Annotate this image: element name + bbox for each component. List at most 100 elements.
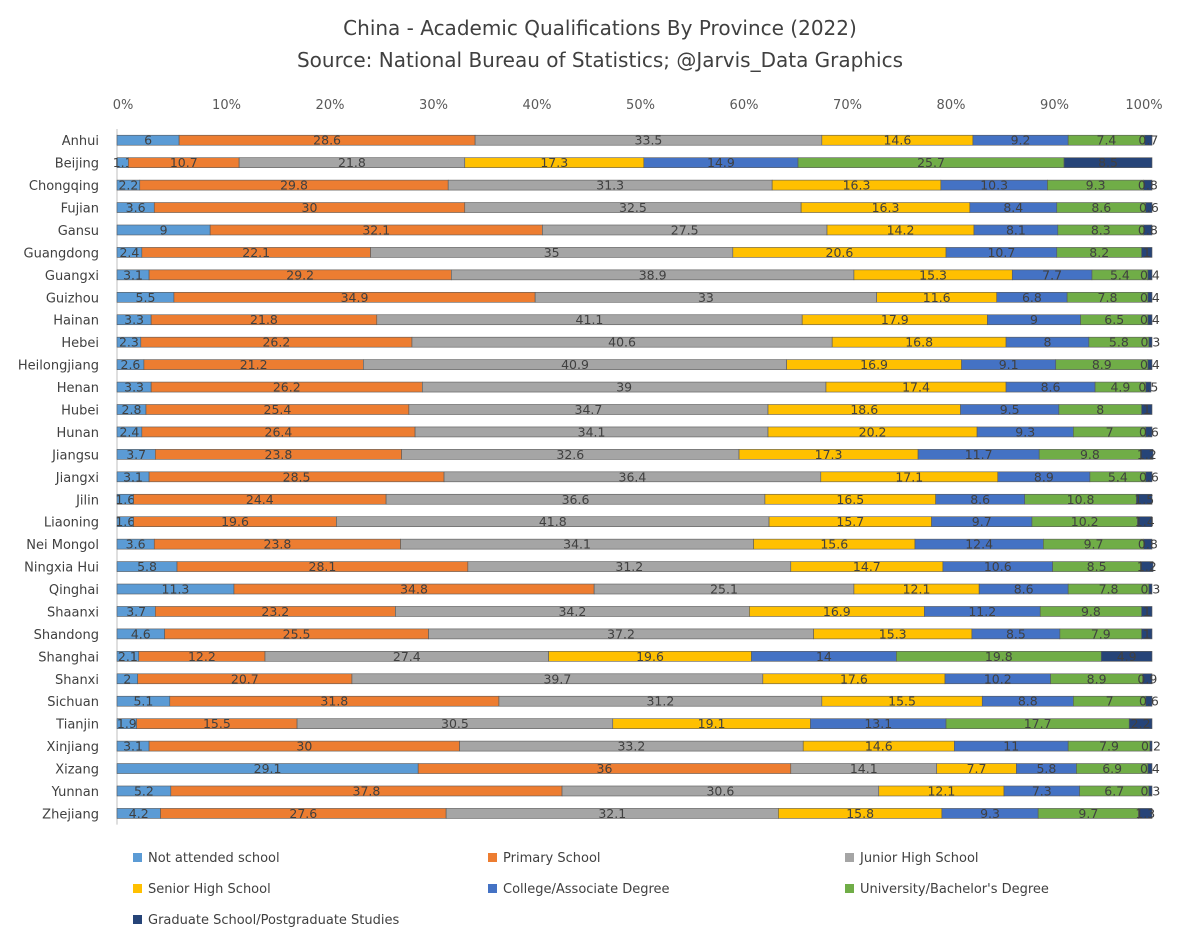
legend-label: Primary School [503, 851, 601, 866]
legend-swatch [133, 884, 142, 893]
data-label: 19.8 [985, 649, 1013, 664]
category-label: Ningxia Hui [24, 561, 99, 576]
data-label: 1.3 [1135, 806, 1155, 821]
data-label: 33.5 [635, 133, 663, 148]
data-label: 14 [816, 649, 832, 664]
category-label: Fujian [61, 202, 99, 217]
data-label: 5.8 [137, 559, 157, 574]
bar-segment [1100, 651, 1153, 662]
data-label: 2.3 [119, 335, 139, 350]
bar-segment [1147, 269, 1153, 281]
bar-segment [1141, 606, 1153, 617]
data-label: 37.2 [607, 626, 635, 641]
bar-segment [1145, 202, 1153, 213]
x-tick-label: 60% [730, 98, 759, 113]
legend-swatch [133, 915, 142, 924]
data-label: 41.8 [539, 514, 567, 529]
legend-swatch [488, 853, 497, 862]
data-label: 14.2 [887, 222, 915, 237]
bar-segment [1143, 224, 1153, 236]
data-label: 12.2 [188, 649, 216, 664]
category-label: Xizang [55, 763, 99, 778]
data-label: 8 [1096, 402, 1104, 417]
legend-label: Not attended school [148, 851, 280, 866]
data-label: 4.9 [1110, 380, 1130, 395]
data-label: 10.6 [984, 559, 1012, 574]
data-label: 0.3 [1141, 335, 1161, 350]
legend-swatch [845, 884, 854, 893]
data-label: 1 [1143, 245, 1151, 260]
data-label: 1.2 [1137, 447, 1157, 462]
data-label: 1.6 [115, 514, 135, 529]
data-label: 8.6 [1014, 582, 1034, 597]
bar-segment [1147, 763, 1153, 774]
data-label: 32.6 [556, 447, 584, 462]
data-label: 32.1 [362, 222, 390, 237]
category-label: Shandong [34, 628, 99, 643]
bar-segment [1136, 493, 1153, 505]
category-label: Hainan [53, 314, 99, 329]
data-label: 28.5 [283, 469, 311, 484]
data-label: 8.4 [1003, 200, 1023, 215]
data-label: 3.6 [126, 537, 146, 552]
data-label: 28.1 [309, 559, 337, 574]
bar-segment [1141, 247, 1153, 258]
category-label: Chongqing [29, 179, 99, 194]
data-label: 6 [144, 133, 152, 148]
data-label: 0.9 [1137, 671, 1157, 686]
data-label: 24.4 [246, 492, 274, 507]
data-label: 18.6 [850, 402, 878, 417]
data-label: 5.5 [136, 290, 156, 305]
data-label: 8.9 [1092, 357, 1112, 372]
data-label: 5.4 [1108, 469, 1128, 484]
data-label: 9 [1030, 312, 1038, 327]
bar-segment [1141, 628, 1153, 640]
data-label: 0.5 [1138, 380, 1158, 395]
data-label: 2.1 [118, 649, 138, 664]
category-label: Beijing [55, 157, 99, 172]
bar-segment [1145, 695, 1153, 707]
data-label: 8.1 [1006, 222, 1026, 237]
data-label: 11.6 [923, 290, 951, 305]
data-label: 7.7 [1042, 267, 1062, 282]
data-label: 16.9 [860, 357, 888, 372]
legend-label: Graduate School/Postgraduate Studies [148, 913, 400, 928]
legend-label: Junior High School [859, 851, 979, 866]
data-label: 35 [544, 245, 560, 260]
data-label: 39 [616, 380, 632, 395]
data-label: 39.7 [543, 671, 571, 686]
data-label: 1.5 [1134, 492, 1154, 507]
data-label: 38.9 [639, 267, 667, 282]
bar-segment [1149, 740, 1153, 752]
data-label: 20.2 [859, 424, 887, 439]
data-label: 32.1 [598, 806, 626, 821]
data-label: 26.2 [262, 335, 290, 350]
data-label: 25.7 [917, 155, 945, 170]
data-label: 0.8 [1138, 537, 1158, 552]
data-label: 29.8 [280, 178, 308, 193]
data-label: 9.3 [1086, 178, 1106, 193]
data-label: 15.8 [846, 806, 874, 821]
data-label: 17.4 [902, 380, 930, 395]
bar-segment [1141, 404, 1153, 415]
data-label: 7 [1106, 694, 1114, 709]
category-label: Jiangsu [51, 448, 99, 463]
data-label: 13.1 [864, 716, 892, 731]
data-label: 16.3 [872, 200, 900, 215]
data-label: 17.6 [840, 671, 868, 686]
category-label: Hubei [61, 404, 99, 419]
data-label: 25.5 [283, 626, 311, 641]
data-label: 0.3 [1141, 582, 1161, 597]
data-label: 15.7 [836, 514, 864, 529]
data-label: 0.4 [1140, 290, 1160, 305]
data-label: 3.1 [123, 267, 143, 282]
data-label: 16.3 [843, 178, 871, 193]
data-label: 9.7 [1084, 537, 1104, 552]
data-label: 7.9 [1091, 626, 1111, 641]
x-tick-label: 0% [113, 98, 134, 113]
data-label: 9.2 [1011, 133, 1031, 148]
data-label: 6.9 [1102, 761, 1122, 776]
category-label: Shanghai [38, 650, 99, 665]
data-label: 23.8 [265, 447, 293, 462]
bar-segment [1138, 808, 1153, 819]
